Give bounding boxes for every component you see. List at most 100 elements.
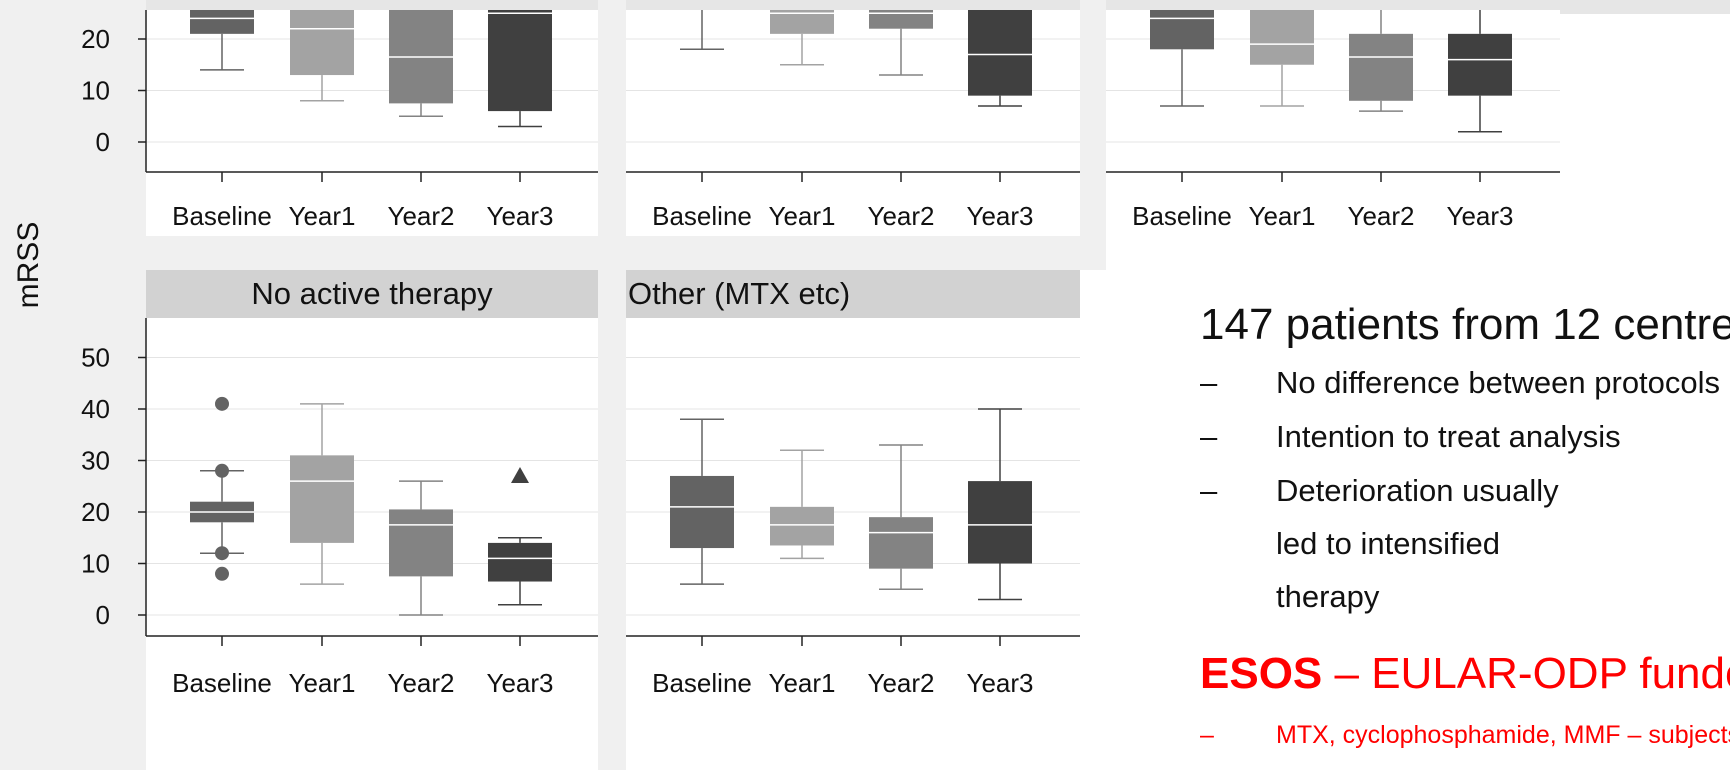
x-tick-label: Baseline [652, 201, 752, 231]
x-tick-label: Year3 [487, 668, 554, 698]
box-baseline [680, 10, 724, 51]
box-body [488, 542, 552, 582]
y-tick-label: 10 [81, 549, 110, 579]
panel-title: Other (MTX etc) [628, 276, 850, 311]
box-year2 [869, 444, 933, 590]
box-body [290, 10, 354, 76]
x-tick-label: Year2 [388, 201, 455, 231]
y-tick-label: 0 [96, 127, 110, 157]
y-tick-label: 50 [81, 343, 110, 373]
x-tick-label: Year3 [1447, 201, 1514, 231]
panel-plot-area [146, 357, 598, 616]
box-year3 [968, 408, 1032, 601]
box-body [869, 517, 933, 569]
box-baseline [190, 10, 254, 71]
box-body [290, 455, 354, 543]
y-tick-label: 20 [81, 497, 110, 527]
x-tick-label: Year3 [487, 201, 554, 231]
x-tick-label: Year1 [289, 201, 356, 231]
y-tick-label: 40 [81, 394, 110, 424]
esos-acronym: ESOS [1200, 649, 1323, 698]
chart-panel-2: Baseline Year1 Year2 Year3 [626, 10, 1080, 231]
esos-funding-text: – EULAR-ODP funded [1322, 649, 1730, 698]
box-baseline [190, 396, 254, 581]
panel-gap-vertical-2 [1080, 0, 1106, 270]
x-tick-label: Baseline [172, 201, 272, 231]
chart-panel-4: No active therapy 0 10 20 30 40 50 Baseline Year… [81, 270, 598, 698]
box-body [869, 10, 933, 29]
box-body [670, 475, 734, 549]
outlier-point [215, 396, 229, 411]
box-body [389, 509, 453, 577]
box-year1 [290, 403, 354, 585]
summary-bullet-text: Deterioration usually led to intensified… [1276, 473, 1559, 614]
dash-marker: – [1200, 473, 1218, 508]
x-tick-label: Year2 [868, 668, 935, 698]
x-tick-label: Year2 [1348, 201, 1415, 231]
box-body [1250, 10, 1314, 65]
box-baseline [670, 418, 734, 585]
y-tick-label: 20 [81, 24, 110, 54]
patients-summary-heading: 147 patients from 12 centres [1200, 300, 1730, 349]
dash-marker: – [1200, 365, 1218, 400]
box-year2 [389, 10, 453, 117]
esos-bullet-1: – MTX, cyclophosphamide, MMF – subjects [1200, 711, 1730, 759]
x-tick-label: Year1 [289, 668, 356, 698]
box-year3 [1448, 10, 1512, 133]
box-body [488, 10, 552, 112]
summary-bullet-2: – Intention to treat analysis [1200, 410, 1730, 464]
x-tick-label: Year3 [967, 201, 1034, 231]
summary-bullet-list: – No difference between protocols – Intent… [1200, 356, 1730, 623]
outlier-triangle [511, 466, 529, 483]
panel-title: No active therapy [251, 276, 493, 311]
x-tick-label: Year1 [769, 201, 836, 231]
summary-text-panel: 147 patients from 12 centres – No differe… [1200, 300, 1730, 759]
panels-layer: 0 10 20 Baseline Year1 Year2 Year3 Baseline Year… [81, 10, 1560, 698]
box-year1 [290, 10, 354, 102]
dash-marker: – [1200, 721, 1214, 749]
panel-background [146, 318, 598, 636]
box-body [770, 506, 834, 546]
x-tick-label: Year3 [967, 668, 1034, 698]
y-tick-label: 30 [81, 446, 110, 476]
box-body [190, 10, 254, 34]
box-body [389, 10, 453, 104]
dash-marker: – [1200, 419, 1218, 454]
panel-plot-area [626, 10, 1080, 143]
box-baseline [1150, 10, 1214, 107]
box-year1 [770, 10, 834, 66]
panel-plot-area [626, 357, 1080, 616]
box-year3 [488, 10, 552, 128]
panel-plot-area [146, 10, 598, 143]
outlier-point [215, 546, 229, 561]
box-year2 [869, 10, 933, 76]
panel-title-band [626, 270, 1080, 318]
box-body [1349, 33, 1413, 101]
chart-panel-3: Baseline Year1 Year2 Year3 [1106, 10, 1560, 231]
summary-bullet-text: No difference between protocols [1276, 365, 1721, 400]
x-tick-label: Year2 [388, 668, 455, 698]
summary-bullet-text: Intention to treat analysis [1276, 419, 1621, 454]
x-tick-label: Baseline [652, 668, 752, 698]
box-year3 [968, 10, 1032, 107]
panel-plot-area [1106, 10, 1560, 143]
x-tick-label: Year2 [868, 201, 935, 231]
chart-panel-5: Other (MTX etc) Baseline Year1 Year2 Year3 [626, 270, 1080, 698]
box-year1 [770, 449, 834, 560]
box-body [1448, 33, 1512, 96]
panel-gap-vertical-1 [598, 0, 626, 770]
box-body [1150, 10, 1214, 50]
esos-bullet-list: – MTX, cyclophosphamide, MMF – subjects [1200, 711, 1730, 759]
box-year2 [389, 480, 453, 616]
esos-heading: ESOS – EULAR-ODP funded [1200, 649, 1730, 699]
box-body [968, 10, 1032, 96]
panel-title-band [146, 270, 598, 318]
summary-bullet-3: – Deterioration usually led to intensifie… [1200, 464, 1596, 623]
box-year3 [488, 466, 552, 606]
x-tick-label: Baseline [1132, 201, 1232, 231]
esos-bullet-text: MTX, cyclophosphamide, MMF – subjects [1276, 721, 1730, 749]
x-tick-label: Year1 [1249, 201, 1316, 231]
x-tick-label: Baseline [172, 668, 272, 698]
y-tick-label: 10 [81, 76, 110, 106]
